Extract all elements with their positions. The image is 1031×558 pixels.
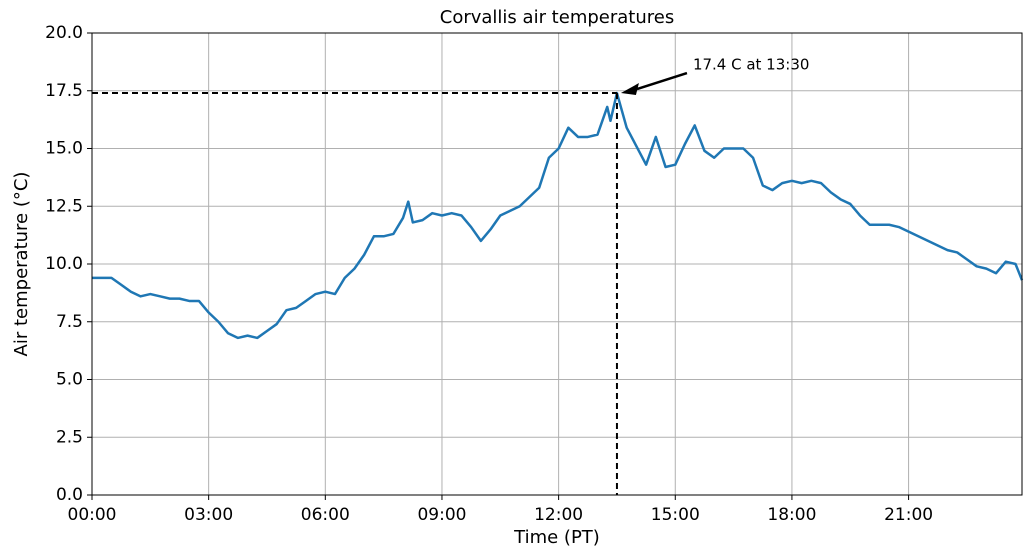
y-axis-label: Air temperature (°C) — [11, 172, 32, 357]
y-tick-label: 15.0 — [45, 139, 83, 159]
x-tick-label: 12:00 — [534, 505, 583, 525]
y-tick-label: 12.5 — [45, 196, 83, 216]
x-tick-label: 15:00 — [651, 505, 700, 525]
annotation-arrow — [636, 71, 688, 91]
x-tick-label: 00:00 — [68, 505, 117, 525]
x-tick-label: 03:00 — [184, 505, 233, 525]
chart-title: Corvallis air temperatures — [440, 7, 674, 28]
y-tick-label: 10.0 — [45, 254, 83, 274]
x-tick-label: 06:00 — [301, 505, 350, 525]
y-tick-label: 17.5 — [45, 81, 83, 101]
y-tick-label: 5.0 — [56, 370, 83, 390]
x-tick-label: 18:00 — [767, 505, 816, 525]
annotation-arrowhead — [620, 83, 639, 96]
y-tick-label: 2.5 — [56, 427, 83, 447]
y-tick-label: 7.5 — [56, 312, 83, 332]
x-tick-label: 21:00 — [884, 505, 933, 525]
annotation-text: 17.4 C at 13:30 — [693, 56, 809, 74]
x-axis-label: Time (PT) — [513, 527, 600, 548]
plot-frame — [91, 32, 1023, 496]
line-series — [92, 91, 1024, 340]
x-tick-label: 09:00 — [417, 505, 466, 525]
y-tick-label: 0.0 — [56, 485, 83, 505]
y-tick-label: 20.0 — [45, 23, 83, 43]
